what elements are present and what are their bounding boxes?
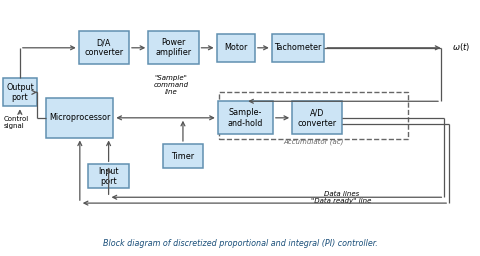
Text: D/A
converter: D/A converter xyxy=(84,38,123,58)
FancyBboxPatch shape xyxy=(216,34,254,62)
Bar xyxy=(218,92,408,140)
FancyBboxPatch shape xyxy=(46,98,113,137)
Text: Accumulator (ac): Accumulator (ac) xyxy=(283,139,343,145)
Text: Control
signal: Control signal xyxy=(3,116,29,129)
Text: Data lines: Data lines xyxy=(323,191,358,197)
FancyBboxPatch shape xyxy=(2,78,37,106)
Text: Timer: Timer xyxy=(171,152,194,161)
Text: Sample-
and-hold: Sample- and-hold xyxy=(227,108,263,127)
Text: "Data ready" line: "Data ready" line xyxy=(311,198,371,204)
Text: A/D
converter: A/D converter xyxy=(297,108,336,127)
FancyBboxPatch shape xyxy=(148,31,198,64)
Text: Block diagram of discretized proportional and integral (PI) controller.: Block diagram of discretized proportiona… xyxy=(103,239,377,248)
FancyBboxPatch shape xyxy=(271,34,324,62)
Text: Tachometer: Tachometer xyxy=(274,43,321,52)
FancyBboxPatch shape xyxy=(78,31,129,64)
Text: Motor: Motor xyxy=(224,43,247,52)
Text: Input
port: Input port xyxy=(98,167,119,186)
Text: $\omega(t)$: $\omega(t)$ xyxy=(451,40,468,52)
FancyBboxPatch shape xyxy=(88,164,129,188)
Text: "Sample"
command
line: "Sample" command line xyxy=(153,75,188,95)
FancyBboxPatch shape xyxy=(217,101,272,134)
Text: Microprocessor: Microprocessor xyxy=(49,113,110,122)
FancyBboxPatch shape xyxy=(291,101,342,134)
FancyBboxPatch shape xyxy=(162,144,203,168)
Text: Power
amplifier: Power amplifier xyxy=(155,38,191,58)
Text: Output
port: Output port xyxy=(6,83,34,102)
